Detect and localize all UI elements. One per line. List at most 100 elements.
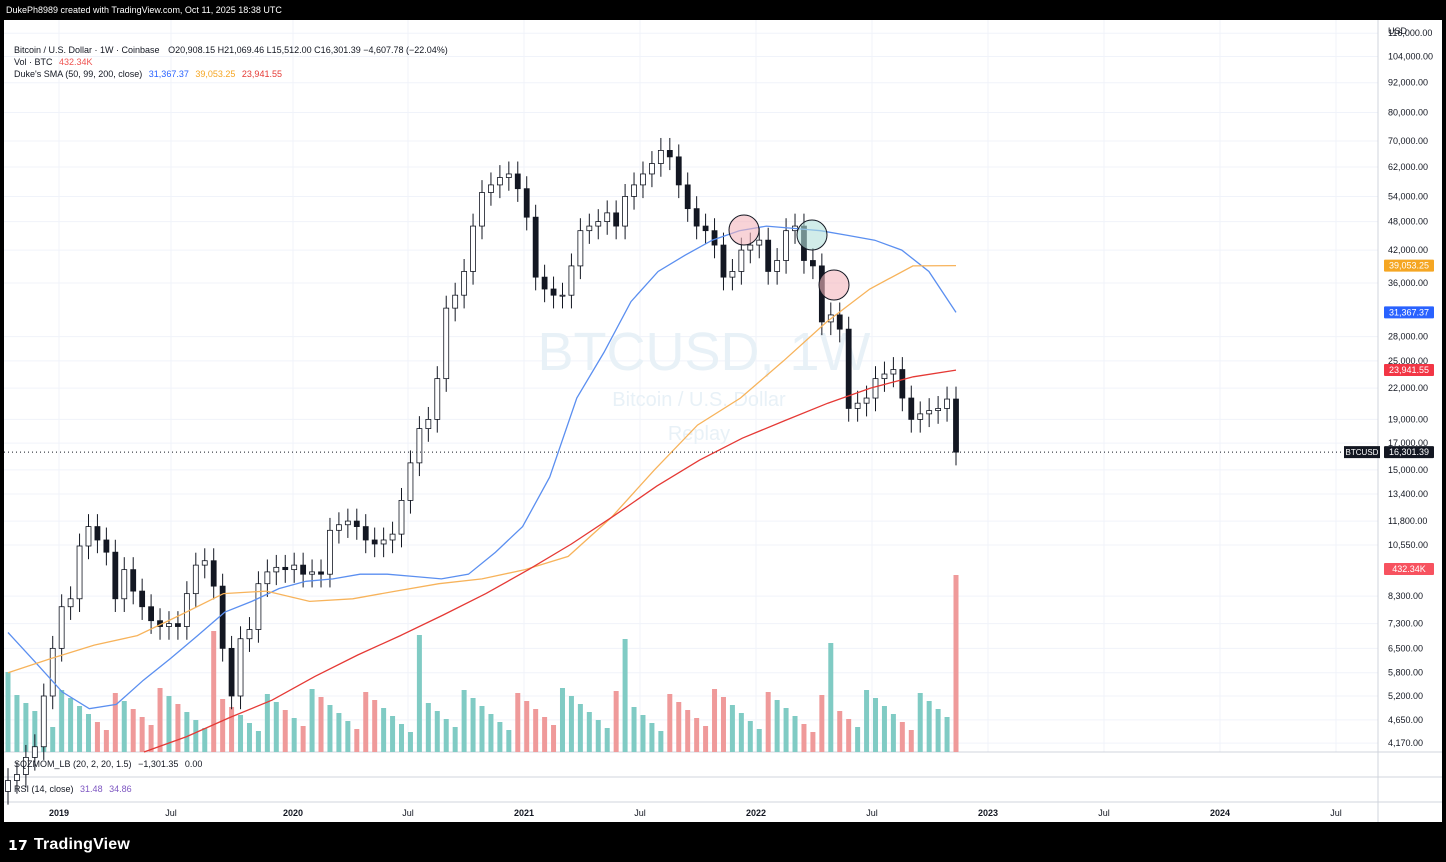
candle-body	[765, 239, 772, 272]
volume-bar	[953, 575, 959, 752]
volume-bar	[50, 727, 56, 752]
candle-body	[255, 583, 262, 630]
price-tick-label: 13,400.00	[1388, 489, 1428, 499]
candle-body	[836, 314, 843, 330]
volume-bar	[255, 731, 261, 752]
volume-bar	[783, 708, 789, 752]
candle-body	[282, 566, 289, 571]
volume-bar	[363, 692, 369, 752]
volume-bar	[694, 718, 700, 752]
volume-bar	[148, 725, 154, 752]
candle-body	[586, 225, 593, 232]
volume-bar	[68, 698, 74, 752]
price-tick-label: 92,000.00	[1388, 78, 1428, 88]
candle-body	[559, 294, 566, 297]
candle-body	[5, 780, 11, 792]
volume-bar	[157, 688, 163, 752]
volume-bar	[23, 703, 29, 752]
candle-body	[944, 398, 950, 409]
price-tick-label: 5,200.00	[1388, 691, 1423, 701]
time-tick-label: Jul	[1098, 808, 1110, 818]
volume-bar	[372, 700, 378, 752]
volume-bar	[837, 711, 843, 752]
volume-bar	[94, 722, 100, 752]
volume-bar	[497, 722, 503, 752]
candle-body	[219, 585, 226, 649]
volume-bar	[908, 730, 914, 752]
candle-body	[756, 239, 763, 246]
volume-bar	[345, 721, 351, 752]
volume-bar	[792, 716, 798, 752]
candle-body	[505, 173, 512, 178]
candle-body	[425, 419, 432, 429]
candle-body	[318, 571, 324, 575]
candle-body	[702, 225, 709, 232]
candle-body	[327, 529, 333, 575]
candle-body	[881, 373, 888, 380]
candle-body	[899, 369, 906, 399]
volume-bar	[855, 727, 861, 752]
price-tick-label: 7,300.00	[1388, 619, 1423, 629]
candle-body	[201, 560, 208, 566]
candle-body	[353, 520, 360, 527]
watermark-symbol: BTCUSD, 1W	[537, 322, 870, 382]
volume-bar	[515, 693, 521, 752]
price-tick-label: 54,000.00	[1388, 191, 1428, 201]
tradingview-logo[interactable]: 𝟭𝟳 TradingView	[8, 836, 130, 854]
volume-bar	[407, 732, 413, 752]
price-chart[interactable]: 116,000.00 104,000.00 92,000.00 80,000.00 70…	[4, 20, 1442, 822]
price-tick-label: 28,000.00	[1388, 332, 1428, 342]
volume-bar	[577, 704, 583, 752]
volume-bar	[59, 690, 65, 752]
candle-body	[747, 244, 754, 251]
volume-bar	[729, 705, 735, 752]
price-badge-bg	[1384, 364, 1434, 377]
price-tick-label: 116,000.00	[1388, 28, 1432, 38]
candle-body	[514, 173, 521, 190]
price-badge: 23,941.55	[1389, 365, 1429, 375]
volume-bar	[246, 723, 252, 752]
volume-bar	[712, 689, 718, 752]
tradingview-brand: TradingView	[33, 836, 131, 853]
volume-bar	[291, 718, 297, 752]
volume-bar	[533, 709, 539, 752]
volume-bar	[864, 690, 870, 752]
volume-bar	[112, 693, 118, 752]
volume-bar	[14, 695, 20, 752]
volume-bar	[747, 721, 753, 752]
volume-bar	[738, 713, 744, 752]
volume-bar	[273, 702, 279, 752]
candle-body	[22, 757, 29, 775]
volume-bar	[846, 719, 852, 752]
chart-legend: Bitcoin / U.S. Dollar · 1W · Coinbase O2…	[14, 44, 448, 80]
candle-body	[76, 545, 83, 600]
price-badge: 432.34K	[1392, 564, 1426, 574]
rsi-legend: RSI (14, close) 31.48 34.86	[14, 784, 132, 794]
candle-body	[568, 265, 575, 296]
candle-body	[890, 369, 897, 375]
volume-bar	[774, 700, 780, 752]
candle-body	[711, 230, 718, 246]
volume-bar	[282, 710, 288, 752]
candle-body	[845, 328, 852, 409]
volume-bar	[506, 730, 512, 752]
candle-body	[613, 212, 620, 227]
candle-body	[14, 774, 20, 781]
candle-body	[452, 294, 459, 309]
chart-frame: 116,000.00 104,000.00 92,000.00 80,000.00 70…	[4, 20, 1442, 822]
candle-body	[246, 629, 253, 640]
price-badge: 16,301.39	[1389, 447, 1429, 457]
time-tick-label: 2024	[1210, 808, 1230, 818]
volume-bar	[917, 693, 923, 752]
volume-bar	[390, 716, 396, 752]
volume-bar	[765, 692, 771, 752]
candle-body	[407, 462, 414, 501]
candle-body	[85, 526, 92, 547]
volume-bar	[166, 696, 172, 752]
tradingview-logo-icon: 𝟭𝟳	[8, 836, 28, 853]
candle-body	[953, 398, 959, 453]
price-tick-label: 4,650.00	[1388, 715, 1423, 725]
watermark-replay: Replay	[668, 423, 730, 445]
candle-body	[863, 397, 870, 404]
volume-bar	[613, 691, 619, 752]
